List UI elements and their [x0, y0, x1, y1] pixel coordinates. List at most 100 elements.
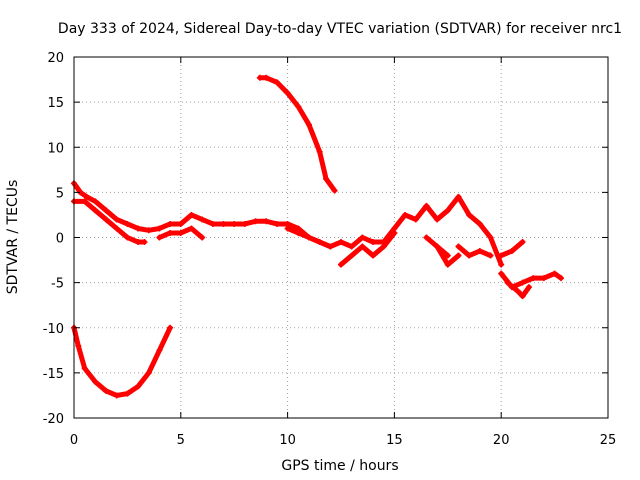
y-tick-label: -15 [43, 367, 64, 382]
data-point [167, 324, 174, 331]
data-point [231, 220, 238, 227]
data-point [167, 220, 174, 227]
data-point [476, 248, 483, 255]
series-line [338, 230, 397, 268]
data-point [370, 239, 377, 246]
data-point [284, 225, 291, 232]
data-point [156, 347, 163, 354]
data-point [434, 243, 441, 250]
data-point [284, 90, 291, 97]
data-point [402, 211, 409, 218]
data-point [305, 234, 312, 241]
data-point [305, 121, 312, 128]
data-point [113, 216, 120, 223]
data-point [209, 220, 216, 227]
data-point [135, 383, 142, 390]
series-line [257, 75, 338, 194]
series-branch-c [284, 225, 334, 250]
data-point [530, 275, 537, 282]
data-point [391, 229, 398, 236]
data-point [444, 207, 451, 214]
data-point [423, 202, 430, 209]
data-point [519, 293, 526, 300]
data-point [412, 216, 419, 223]
data-point [92, 378, 99, 385]
data-point [199, 216, 206, 223]
data-point [444, 252, 451, 259]
series-branch-g [455, 243, 494, 259]
data-point [103, 207, 110, 214]
data-point [256, 74, 263, 81]
series-line [71, 180, 504, 268]
data-point [540, 275, 547, 282]
series-line [455, 244, 494, 259]
data-point [199, 234, 206, 241]
data-point [177, 220, 184, 227]
data-point [188, 211, 195, 218]
axis-ticks: 0 5 10 15 20 25 -20 -15 -10 -5 0 5 10 15 20 [43, 51, 617, 448]
data-point [81, 198, 88, 205]
data-point [327, 243, 334, 250]
series-segment-late-dip [504, 279, 532, 300]
data-point [81, 365, 88, 372]
x-tick-label: 15 [386, 433, 403, 448]
data-point [263, 74, 270, 81]
data-point [487, 234, 494, 241]
data-point [476, 220, 483, 227]
data-point [124, 390, 131, 397]
data-point [124, 220, 131, 227]
data-point [145, 227, 152, 234]
series-branch-d [338, 229, 398, 268]
series-segment-late-upper [498, 239, 526, 259]
data-point [370, 252, 377, 259]
y-tick-label: 20 [47, 51, 64, 66]
x-tick-label: 25 [600, 433, 617, 448]
data-point [252, 218, 259, 225]
data-point [220, 220, 227, 227]
data-point [338, 239, 344, 246]
data-point [135, 225, 142, 232]
data-point [498, 270, 505, 277]
series-segment-top [256, 74, 338, 194]
data-point [124, 234, 131, 241]
series-line [423, 235, 461, 268]
data-point [75, 342, 82, 349]
data-point [519, 239, 526, 246]
y-tick-label: 5 [56, 186, 64, 201]
data-point [92, 198, 99, 205]
data-point [135, 239, 142, 246]
series-segment-bottom [71, 324, 174, 399]
data-point [551, 270, 558, 277]
series-line [434, 244, 451, 259]
data-point [455, 243, 462, 250]
data-point [466, 252, 473, 259]
data-point [558, 275, 565, 282]
series-line [505, 280, 532, 299]
y-tick-label: 0 [56, 232, 64, 247]
data-point [423, 234, 430, 241]
data-point [323, 175, 330, 182]
data-point [444, 261, 451, 268]
series-branch-f [434, 243, 451, 259]
data-point [466, 211, 473, 218]
data-point [331, 187, 338, 194]
data-point [241, 220, 248, 227]
x-tick-label: 0 [70, 433, 78, 448]
y-tick-label: 10 [47, 141, 64, 156]
data-marks [71, 74, 565, 399]
data-point [145, 369, 152, 376]
y-axis-label: SDTVAR / TECUs [5, 180, 21, 295]
data-point [455, 252, 462, 259]
data-point [273, 220, 280, 227]
data-point [498, 252, 505, 259]
x-tick-label: 10 [279, 433, 296, 448]
data-point [103, 216, 110, 223]
data-point [167, 229, 174, 236]
data-point [487, 252, 494, 259]
data-point [316, 239, 323, 246]
data-point [498, 261, 505, 268]
data-point [359, 234, 366, 241]
y-tick-label: -5 [51, 277, 64, 292]
data-point [295, 229, 302, 236]
